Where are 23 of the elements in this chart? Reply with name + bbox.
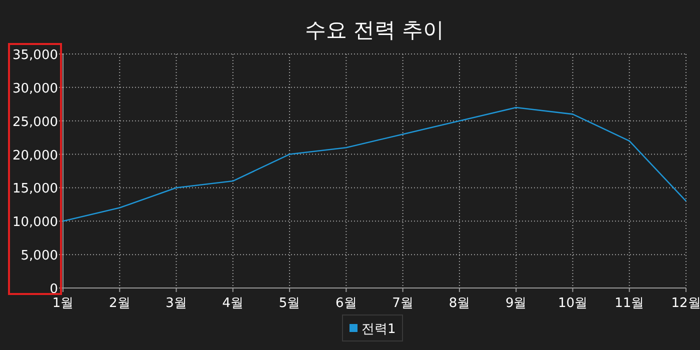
y-tick-label: 35,000 [12, 48, 58, 63]
y-tick-label: 10,000 [12, 215, 58, 230]
chart-title: 수요 전력 추이 [304, 18, 444, 42]
x-tick-label: 11월 [614, 296, 644, 311]
line-series [62, 106, 687, 222]
x-tick-label: 4월 [222, 296, 244, 311]
x-tick-label: 7월 [392, 296, 414, 311]
y-tick-label: 30,000 [12, 81, 58, 96]
x-tick-label: 5월 [278, 296, 300, 311]
y-tick-label: 5,000 [20, 248, 58, 264]
x-tick-label: 3월 [166, 296, 187, 311]
x-tick-label: 10월 [558, 296, 588, 311]
x-tick-label: 9월 [505, 296, 527, 311]
y-tick-label: 0 [50, 282, 58, 297]
y-tick-label: 15,000 [12, 182, 58, 197]
x-tick-label: 6월 [336, 296, 357, 311]
x-tick-label: 1월 [52, 296, 74, 311]
x-tick-label: 8월 [448, 296, 470, 311]
y-tick-label: 25,000 [12, 114, 58, 130]
x-tick-label: 2월 [108, 296, 130, 311]
y-tick-label: 20,000 [12, 148, 58, 164]
legend-label: 전력1 [362, 322, 396, 337]
x-tick-label: 12월 [671, 296, 700, 311]
